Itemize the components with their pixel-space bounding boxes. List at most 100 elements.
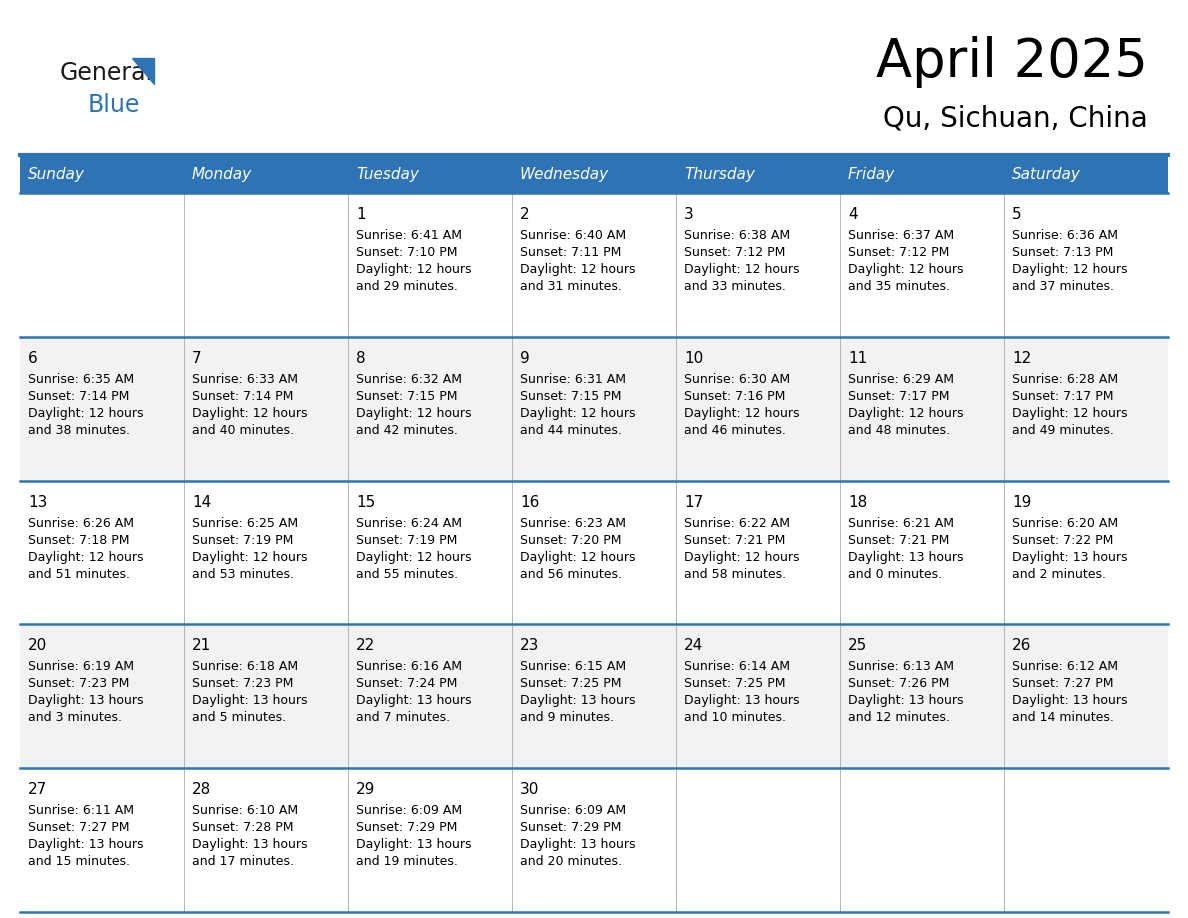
Text: Sunrise: 6:37 AM: Sunrise: 6:37 AM: [848, 229, 954, 242]
Text: Daylight: 12 hours: Daylight: 12 hours: [356, 407, 472, 420]
Text: 27: 27: [29, 782, 48, 797]
Text: 20: 20: [29, 638, 48, 654]
Text: Sunrise: 6:13 AM: Sunrise: 6:13 AM: [848, 660, 954, 674]
Text: and 55 minutes.: and 55 minutes.: [356, 567, 459, 580]
Text: Sunrise: 6:30 AM: Sunrise: 6:30 AM: [684, 373, 790, 386]
Text: Daylight: 12 hours: Daylight: 12 hours: [520, 407, 636, 420]
Text: and 19 minutes.: and 19 minutes.: [356, 856, 457, 868]
Text: 5: 5: [1012, 207, 1022, 222]
Text: 8: 8: [356, 351, 366, 365]
Text: Daylight: 12 hours: Daylight: 12 hours: [520, 263, 636, 276]
Text: Sunrise: 6:15 AM: Sunrise: 6:15 AM: [520, 660, 626, 674]
Text: Sunrise: 6:18 AM: Sunrise: 6:18 AM: [192, 660, 298, 674]
Text: Sunrise: 6:11 AM: Sunrise: 6:11 AM: [29, 804, 134, 817]
Text: Monday: Monday: [192, 166, 252, 182]
Text: and 53 minutes.: and 53 minutes.: [192, 567, 293, 580]
Text: and 51 minutes.: and 51 minutes.: [29, 567, 129, 580]
Text: Daylight: 13 hours: Daylight: 13 hours: [1012, 551, 1127, 564]
Text: General: General: [61, 61, 153, 85]
Text: Daylight: 13 hours: Daylight: 13 hours: [29, 694, 144, 708]
Text: Sunrise: 6:14 AM: Sunrise: 6:14 AM: [684, 660, 790, 674]
Text: Sunset: 7:25 PM: Sunset: 7:25 PM: [684, 677, 785, 690]
Text: Wednesday: Wednesday: [520, 166, 609, 182]
Text: Sunrise: 6:33 AM: Sunrise: 6:33 AM: [192, 373, 298, 386]
Text: Sunrise: 6:25 AM: Sunrise: 6:25 AM: [192, 517, 298, 530]
Text: Sunset: 7:28 PM: Sunset: 7:28 PM: [192, 822, 293, 834]
Text: Sunrise: 6:22 AM: Sunrise: 6:22 AM: [684, 517, 790, 530]
Text: 22: 22: [356, 638, 375, 654]
Text: Sunrise: 6:20 AM: Sunrise: 6:20 AM: [1012, 517, 1118, 530]
Polygon shape: [132, 58, 154, 84]
Text: and 48 minutes.: and 48 minutes.: [848, 424, 950, 437]
Text: Thursday: Thursday: [684, 166, 754, 182]
Text: and 12 minutes.: and 12 minutes.: [848, 711, 950, 724]
Text: 16: 16: [520, 495, 539, 509]
Text: 6: 6: [29, 351, 38, 365]
Text: Sunset: 7:21 PM: Sunset: 7:21 PM: [848, 533, 949, 546]
Text: Sunrise: 6:41 AM: Sunrise: 6:41 AM: [356, 229, 462, 242]
Text: and 40 minutes.: and 40 minutes.: [192, 424, 293, 437]
Text: Daylight: 12 hours: Daylight: 12 hours: [848, 407, 963, 420]
Text: Sunset: 7:12 PM: Sunset: 7:12 PM: [848, 246, 949, 259]
Text: 24: 24: [684, 638, 703, 654]
Text: Sunset: 7:14 PM: Sunset: 7:14 PM: [192, 390, 293, 403]
Text: Sunrise: 6:26 AM: Sunrise: 6:26 AM: [29, 517, 134, 530]
Text: 23: 23: [520, 638, 539, 654]
Text: and 3 minutes.: and 3 minutes.: [29, 711, 122, 724]
Text: and 58 minutes.: and 58 minutes.: [684, 567, 786, 580]
Text: Tuesday: Tuesday: [356, 166, 419, 182]
Text: Sunset: 7:15 PM: Sunset: 7:15 PM: [520, 390, 621, 403]
Text: 4: 4: [848, 207, 858, 222]
Text: Sunset: 7:15 PM: Sunset: 7:15 PM: [356, 390, 457, 403]
Text: 14: 14: [192, 495, 211, 509]
Text: and 35 minutes.: and 35 minutes.: [848, 280, 950, 293]
Text: Daylight: 12 hours: Daylight: 12 hours: [192, 551, 308, 564]
Text: and 10 minutes.: and 10 minutes.: [684, 711, 786, 724]
Text: Daylight: 13 hours: Daylight: 13 hours: [356, 694, 472, 708]
Text: Sunset: 7:19 PM: Sunset: 7:19 PM: [192, 533, 293, 546]
Text: Sunset: 7:19 PM: Sunset: 7:19 PM: [356, 533, 457, 546]
Text: and 5 minutes.: and 5 minutes.: [192, 711, 286, 724]
Text: 17: 17: [684, 495, 703, 509]
Text: and 29 minutes.: and 29 minutes.: [356, 280, 457, 293]
Text: 10: 10: [684, 351, 703, 365]
Text: 9: 9: [520, 351, 530, 365]
Text: Sunset: 7:29 PM: Sunset: 7:29 PM: [356, 822, 457, 834]
Text: Sunset: 7:26 PM: Sunset: 7:26 PM: [848, 677, 949, 690]
Text: Sunrise: 6:31 AM: Sunrise: 6:31 AM: [520, 373, 626, 386]
Text: 7: 7: [192, 351, 202, 365]
Text: 18: 18: [848, 495, 867, 509]
Text: Daylight: 12 hours: Daylight: 12 hours: [356, 263, 472, 276]
Text: and 42 minutes.: and 42 minutes.: [356, 424, 457, 437]
Text: Sunrise: 6:09 AM: Sunrise: 6:09 AM: [520, 804, 626, 817]
Text: Daylight: 12 hours: Daylight: 12 hours: [520, 551, 636, 564]
Text: Sunrise: 6:24 AM: Sunrise: 6:24 AM: [356, 517, 462, 530]
Text: Sunrise: 6:38 AM: Sunrise: 6:38 AM: [684, 229, 790, 242]
Text: Sunset: 7:13 PM: Sunset: 7:13 PM: [1012, 246, 1113, 259]
Text: 15: 15: [356, 495, 375, 509]
Text: Sunrise: 6:16 AM: Sunrise: 6:16 AM: [356, 660, 462, 674]
Text: Daylight: 13 hours: Daylight: 13 hours: [1012, 694, 1127, 708]
Text: Sunset: 7:21 PM: Sunset: 7:21 PM: [684, 533, 785, 546]
Text: Sunset: 7:12 PM: Sunset: 7:12 PM: [684, 246, 785, 259]
Text: 12: 12: [1012, 351, 1031, 365]
Text: Daylight: 12 hours: Daylight: 12 hours: [29, 551, 144, 564]
Text: and 33 minutes.: and 33 minutes.: [684, 280, 786, 293]
Text: and 56 minutes.: and 56 minutes.: [520, 567, 623, 580]
Text: Sunday: Sunday: [29, 166, 84, 182]
Text: Daylight: 13 hours: Daylight: 13 hours: [520, 694, 636, 708]
Bar: [20, 768, 1168, 912]
Text: April 2025: April 2025: [876, 36, 1148, 88]
Text: Daylight: 13 hours: Daylight: 13 hours: [192, 838, 308, 851]
Text: Sunset: 7:24 PM: Sunset: 7:24 PM: [356, 677, 457, 690]
Text: 3: 3: [684, 207, 694, 222]
Text: Sunset: 7:17 PM: Sunset: 7:17 PM: [1012, 390, 1113, 403]
Text: Daylight: 12 hours: Daylight: 12 hours: [848, 263, 963, 276]
Text: Sunset: 7:29 PM: Sunset: 7:29 PM: [520, 822, 621, 834]
Text: and 2 minutes.: and 2 minutes.: [1012, 567, 1106, 580]
Text: Daylight: 13 hours: Daylight: 13 hours: [356, 838, 472, 851]
Text: Sunset: 7:10 PM: Sunset: 7:10 PM: [356, 246, 457, 259]
Text: and 0 minutes.: and 0 minutes.: [848, 567, 942, 580]
Text: 19: 19: [1012, 495, 1031, 509]
Bar: [20, 624, 1168, 768]
